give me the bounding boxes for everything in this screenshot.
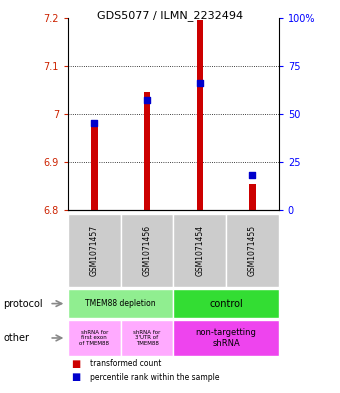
Text: shRNA for
first exon
of TMEM88: shRNA for first exon of TMEM88: [79, 330, 109, 346]
Bar: [197, 20, 203, 210]
Text: GSM1071455: GSM1071455: [248, 225, 257, 276]
Text: ■: ■: [71, 358, 81, 369]
Text: control: control: [209, 299, 243, 309]
Text: transformed count: transformed count: [90, 359, 162, 368]
Text: GDS5077 / ILMN_2232494: GDS5077 / ILMN_2232494: [97, 10, 243, 21]
Text: GSM1071454: GSM1071454: [195, 225, 204, 276]
Text: protocol: protocol: [3, 299, 43, 309]
Text: TMEM88 depletion: TMEM88 depletion: [85, 299, 156, 308]
Text: non-targetting
shRNA: non-targetting shRNA: [195, 328, 257, 348]
Point: [91, 119, 97, 126]
Bar: [91, 126, 98, 210]
Text: other: other: [3, 333, 29, 343]
Point: [250, 172, 255, 178]
Bar: [249, 184, 256, 210]
Point: [197, 79, 202, 86]
Text: GSM1071456: GSM1071456: [142, 225, 152, 276]
Text: shRNA for
3'UTR of
TMEM88: shRNA for 3'UTR of TMEM88: [133, 330, 161, 346]
Text: percentile rank within the sample: percentile rank within the sample: [90, 373, 220, 382]
Bar: [144, 92, 150, 210]
Text: ■: ■: [71, 372, 81, 382]
Text: GSM1071457: GSM1071457: [90, 225, 99, 276]
Point: [144, 97, 150, 104]
